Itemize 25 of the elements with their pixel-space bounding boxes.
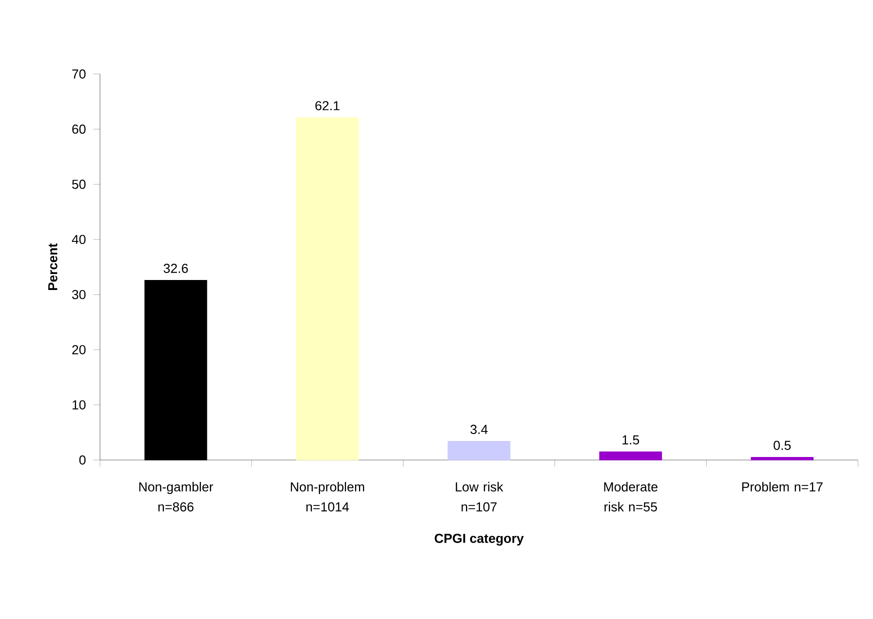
- y-tick-label: 40: [72, 234, 86, 244]
- data-label: 32.6: [164, 264, 188, 273]
- data-label: 3.4: [470, 424, 488, 434]
- bar: [144, 280, 208, 460]
- x-tick-label: Problem n=17: [742, 482, 823, 492]
- y-tick-label: 50: [72, 180, 86, 189]
- data-label: 62.1: [315, 101, 340, 110]
- data-label: 0.5: [774, 440, 791, 450]
- x-tick-label: Moderate risk n=55: [604, 482, 658, 512]
- y-tick-label: 20: [72, 345, 86, 354]
- bar: [750, 456, 814, 460]
- x-tick-label: Non-gambler n=866: [139, 482, 214, 512]
- y-tick-label: 10: [72, 400, 86, 410]
- bar: [599, 451, 662, 460]
- data-label: 1.5: [622, 435, 640, 444]
- bar: [296, 117, 359, 460]
- x-tick-label: Non-problem n=1014: [290, 482, 364, 512]
- bar: [448, 440, 510, 460]
- y-tick-label: 0: [79, 455, 86, 465]
- y-axis-title: Percent: [48, 243, 58, 290]
- x-axis-title: CPGI category: [434, 534, 524, 546]
- y-tick-label: 60: [72, 124, 86, 134]
- y-tick-label: 30: [72, 290, 86, 300]
- x-tick-label: Low risk n=107: [456, 482, 504, 512]
- y-tick-label: 70: [72, 69, 86, 79]
